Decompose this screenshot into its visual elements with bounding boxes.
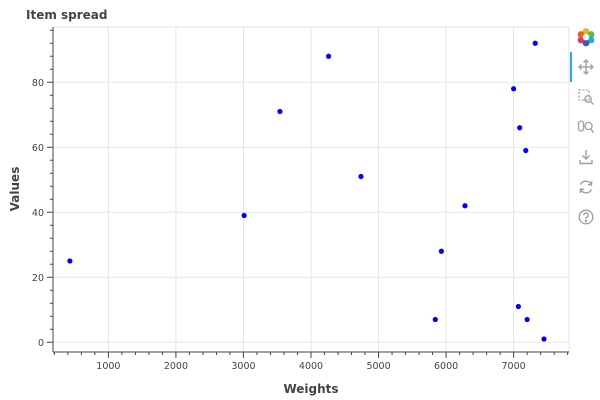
y-tick-label: 20 [32, 273, 44, 284]
y-axis-label: Values [8, 167, 22, 212]
y-tick-label: 40 [32, 208, 44, 219]
data-point [532, 40, 538, 46]
grid-lines [53, 27, 569, 352]
x-axis-label: Weights [283, 382, 338, 396]
data-point [462, 203, 468, 209]
pan-tool-icon[interactable] [576, 57, 596, 77]
x-tick-label: 7000 [502, 361, 526, 372]
x-tick-label: 6000 [434, 361, 458, 372]
y-tick-label: 60 [32, 143, 44, 154]
data-point [277, 108, 283, 115]
bokeh-logo-icon[interactable] [576, 27, 596, 47]
data-point [515, 303, 521, 310]
data-point [541, 336, 547, 342]
data-points [67, 40, 547, 342]
data-point [358, 173, 364, 180]
x-tick-label: 3000 [231, 361, 255, 372]
x-tick-label: 4000 [299, 361, 323, 372]
chart-title: Item spread [26, 8, 108, 22]
data-point [511, 86, 517, 92]
axes: 1000 2000 3000 4000 5000 6000 7000 0 20 40 60 80 [32, 27, 569, 372]
data-point [432, 316, 438, 323]
data-point [523, 147, 529, 154]
y-tick-label: 0 [38, 338, 44, 349]
data-point [438, 248, 444, 254]
x-tick-label: 5000 [366, 361, 390, 372]
reset-tool-icon[interactable] [576, 177, 596, 197]
y-tick-label: 80 [32, 78, 44, 89]
x-tick-label: 2000 [164, 361, 188, 372]
data-point [325, 53, 332, 59]
x-tick-label: 1000 [96, 361, 120, 372]
active-tool-indicator [570, 52, 572, 82]
data-point [524, 316, 530, 323]
data-point [241, 212, 247, 219]
chart-toolbar [570, 25, 600, 255]
save-tool-icon[interactable] [576, 147, 596, 167]
data-point [67, 258, 73, 264]
wheel-zoom-tool-icon[interactable] [576, 117, 596, 137]
box-zoom-tool-icon[interactable] [576, 87, 596, 107]
help-tool-icon[interactable] [576, 207, 596, 227]
data-point [517, 125, 523, 131]
